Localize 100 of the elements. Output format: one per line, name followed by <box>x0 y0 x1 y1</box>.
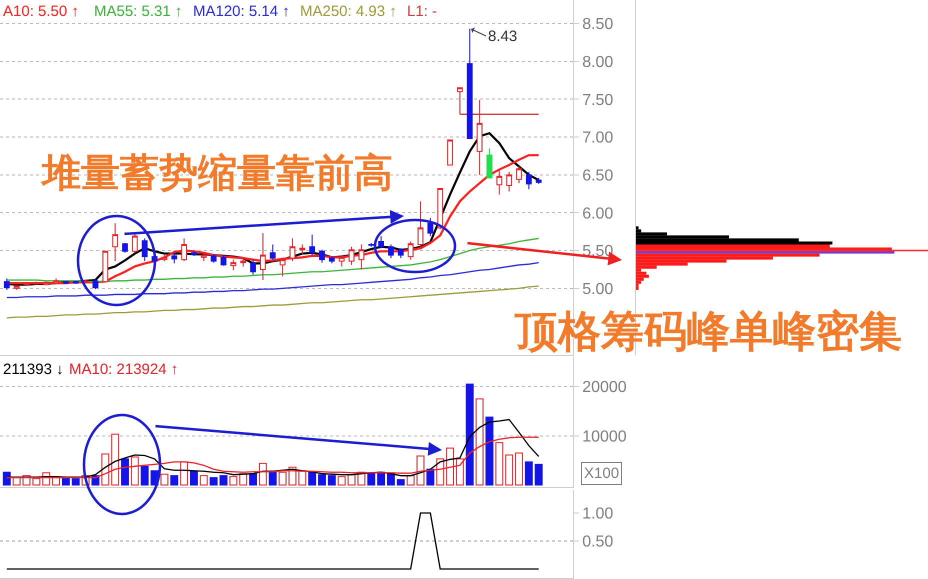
candlestick <box>191 250 197 256</box>
candlestick <box>388 244 394 259</box>
y-tick-label: 10000 <box>582 428 627 446</box>
bar <box>466 384 474 486</box>
bar <box>318 474 326 486</box>
candlestick <box>260 232 266 281</box>
candlestick <box>358 244 364 270</box>
bar <box>636 226 639 230</box>
bar <box>524 461 533 486</box>
bar <box>636 280 642 284</box>
candlestick <box>536 177 542 184</box>
candlestick <box>132 232 138 254</box>
candlestick <box>319 249 325 264</box>
candlestick <box>220 255 226 266</box>
bar <box>160 474 168 486</box>
candlestick <box>309 234 316 256</box>
candlestick <box>250 259 256 276</box>
bar <box>200 475 208 486</box>
bar <box>636 286 639 290</box>
candlestick <box>368 242 374 248</box>
candlestick <box>299 244 306 255</box>
y-tick-label: 6.50 <box>582 167 614 184</box>
bar <box>2 472 11 486</box>
text: MA120: 5.14 ↑ <box>193 3 290 20</box>
y-tick-label: 0.50 <box>582 534 614 551</box>
candlestick <box>33 281 40 286</box>
bar <box>121 458 129 486</box>
bar <box>636 241 832 244</box>
candlestick <box>447 140 453 166</box>
candlestick <box>14 284 20 290</box>
y-tick-label: 1.00 <box>582 506 614 523</box>
candlestick <box>516 166 522 184</box>
candlestick <box>53 278 59 284</box>
candlestick <box>210 254 217 264</box>
bar <box>338 476 346 486</box>
candlestick <box>456 87 463 115</box>
bar <box>249 473 257 486</box>
candlestick <box>181 238 188 262</box>
bar <box>328 475 336 486</box>
candlestick <box>62 280 69 284</box>
candlestick <box>230 259 236 271</box>
y-tick-label: 7.00 <box>582 130 614 147</box>
candlestick <box>496 170 502 196</box>
candlestick <box>112 222 118 262</box>
bar <box>534 464 543 486</box>
text: MA10: 213924 ↑ <box>69 361 178 378</box>
candlestick <box>4 278 10 290</box>
text: MA250: 4.93 ↑ <box>300 3 397 20</box>
text: A10: 5.50 ↑ <box>3 3 79 20</box>
bar <box>210 477 218 486</box>
bar <box>170 475 178 486</box>
bar <box>72 478 80 486</box>
text: MA55: 5.31 ↑ <box>94 3 182 20</box>
y-tick-label: 8.50 <box>582 16 614 34</box>
candlestick <box>280 258 286 277</box>
annotation: 堆量蓄势缩量靠前高 <box>40 151 393 196</box>
text: L1: - <box>407 3 438 20</box>
bar <box>396 479 405 486</box>
candlestick <box>408 240 414 260</box>
candlestick <box>161 254 168 262</box>
y-tick-label: 20000 <box>582 379 627 396</box>
bar <box>406 475 415 486</box>
bar <box>190 470 198 486</box>
candlestick <box>240 258 246 267</box>
text: X100 <box>584 465 620 482</box>
bar <box>140 466 149 486</box>
bar <box>636 274 649 278</box>
bar <box>636 254 820 257</box>
candlestick <box>486 148 492 178</box>
text: 211393 ↓ <box>3 361 64 378</box>
candlestick <box>102 250 108 282</box>
candlestick <box>200 252 207 262</box>
candlestick <box>338 254 345 267</box>
candlestick <box>378 236 384 249</box>
bar <box>515 452 523 486</box>
bar <box>308 472 316 486</box>
candlestick <box>290 238 296 262</box>
candlestick <box>476 99 483 176</box>
candlestick <box>348 246 354 266</box>
annotation: 顶格筹码峰单峰密集 <box>514 307 902 357</box>
candlestick <box>171 252 178 264</box>
annotation: 8.43 <box>488 28 518 45</box>
candlestick <box>270 244 276 260</box>
candlestick <box>526 171 532 190</box>
bar <box>486 416 494 486</box>
candlestick <box>328 256 335 264</box>
candlestick <box>142 238 148 262</box>
bar <box>220 475 228 486</box>
line-series <box>6 418 540 478</box>
candlestick <box>398 248 404 259</box>
line-series <box>6 238 540 282</box>
candlestick <box>122 242 128 254</box>
line-series <box>6 262 540 298</box>
bar <box>636 272 646 275</box>
candlestick <box>506 171 512 192</box>
candlestick <box>24 282 30 286</box>
y-tick-label: 5.00 <box>582 280 614 298</box>
y-tick-label: 6.00 <box>582 205 614 222</box>
candlestick <box>92 278 98 290</box>
bar <box>636 284 639 287</box>
